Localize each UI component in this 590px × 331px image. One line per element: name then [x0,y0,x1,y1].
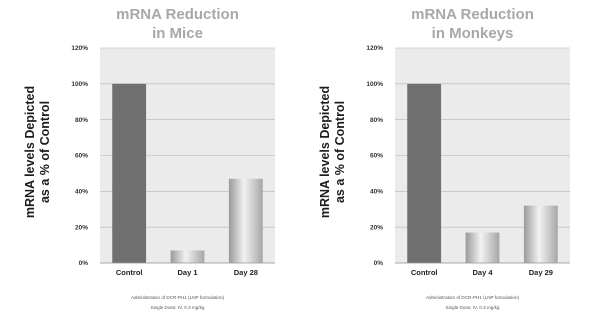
y-tick-label: 0% [374,260,384,267]
chart-title-line2: in Monkeys [431,25,514,42]
x-tick-label: Day 28 [234,268,258,277]
y-tick-label: 60% [370,153,383,160]
y-tick-label: 40% [370,189,383,196]
x-tick-label: Control [116,268,143,277]
footnote-line2: Single Dose; IV, 0.3 mg/kg [445,305,500,310]
x-tick-label: Day 29 [529,268,553,277]
bar [465,232,500,263]
footnote: Administration of DCR-PH1 (LNP formulati… [60,293,295,313]
chart-panel-mice: mRNA Reduction in Mice mRNA levels Depic… [23,5,295,313]
x-tick-label: Day 4 [472,268,493,277]
y-tick-label: 80% [370,117,383,124]
y-tick-label: 40% [75,189,88,196]
y-tick-label: 120% [366,45,383,52]
chart-title: mRNA Reduction in Monkeys [355,5,590,43]
chart-panel-monkeys: mRNA Reduction in Monkeys mRNA levels De… [295,0,590,331]
chart-title: mRNA Reduction in Mice [60,5,295,43]
y-tick-label: 60% [75,153,88,160]
footnote: Administration of DCR-PH1 (LNP formulati… [355,293,590,313]
y-tick-label: 100% [71,81,88,88]
footnote-line2: Single Dose; IV, 0.3 mg/kg [150,305,205,310]
x-tick-label: Day 1 [177,268,197,277]
y-tick-label: 20% [370,224,383,231]
footnote-line1: Administration of DCR-PH1 (LNP formulati… [130,295,225,300]
bar [523,205,558,263]
bar-chart-plot: 0% 20% 40% 60% 80% 100% 120% Control Day 4 Day 29 [366,45,570,277]
bar [112,83,147,263]
bar [407,83,442,263]
y-tick-label: 100% [366,81,383,88]
chart-title-line2: in Mice [152,25,203,42]
chart-title-line1: mRNA Reduction [116,6,239,23]
footnote-line1: Administration of DCR-PH1 (LNP formulati… [425,295,520,300]
chart-title-line1: mRNA Reduction [411,6,534,23]
y-tick-label: 120% [71,45,88,52]
bar [228,178,263,263]
x-tick-label: Control [411,268,438,277]
y-tick-label: 20% [75,224,88,231]
bar-chart-plot: 0% 20% 40% 60% 80% 100% 120% Control Day 1 Day 28 [71,45,275,277]
bar [170,250,205,263]
y-tick-label: 0% [79,260,89,267]
y-tick-label: 80% [75,117,88,124]
